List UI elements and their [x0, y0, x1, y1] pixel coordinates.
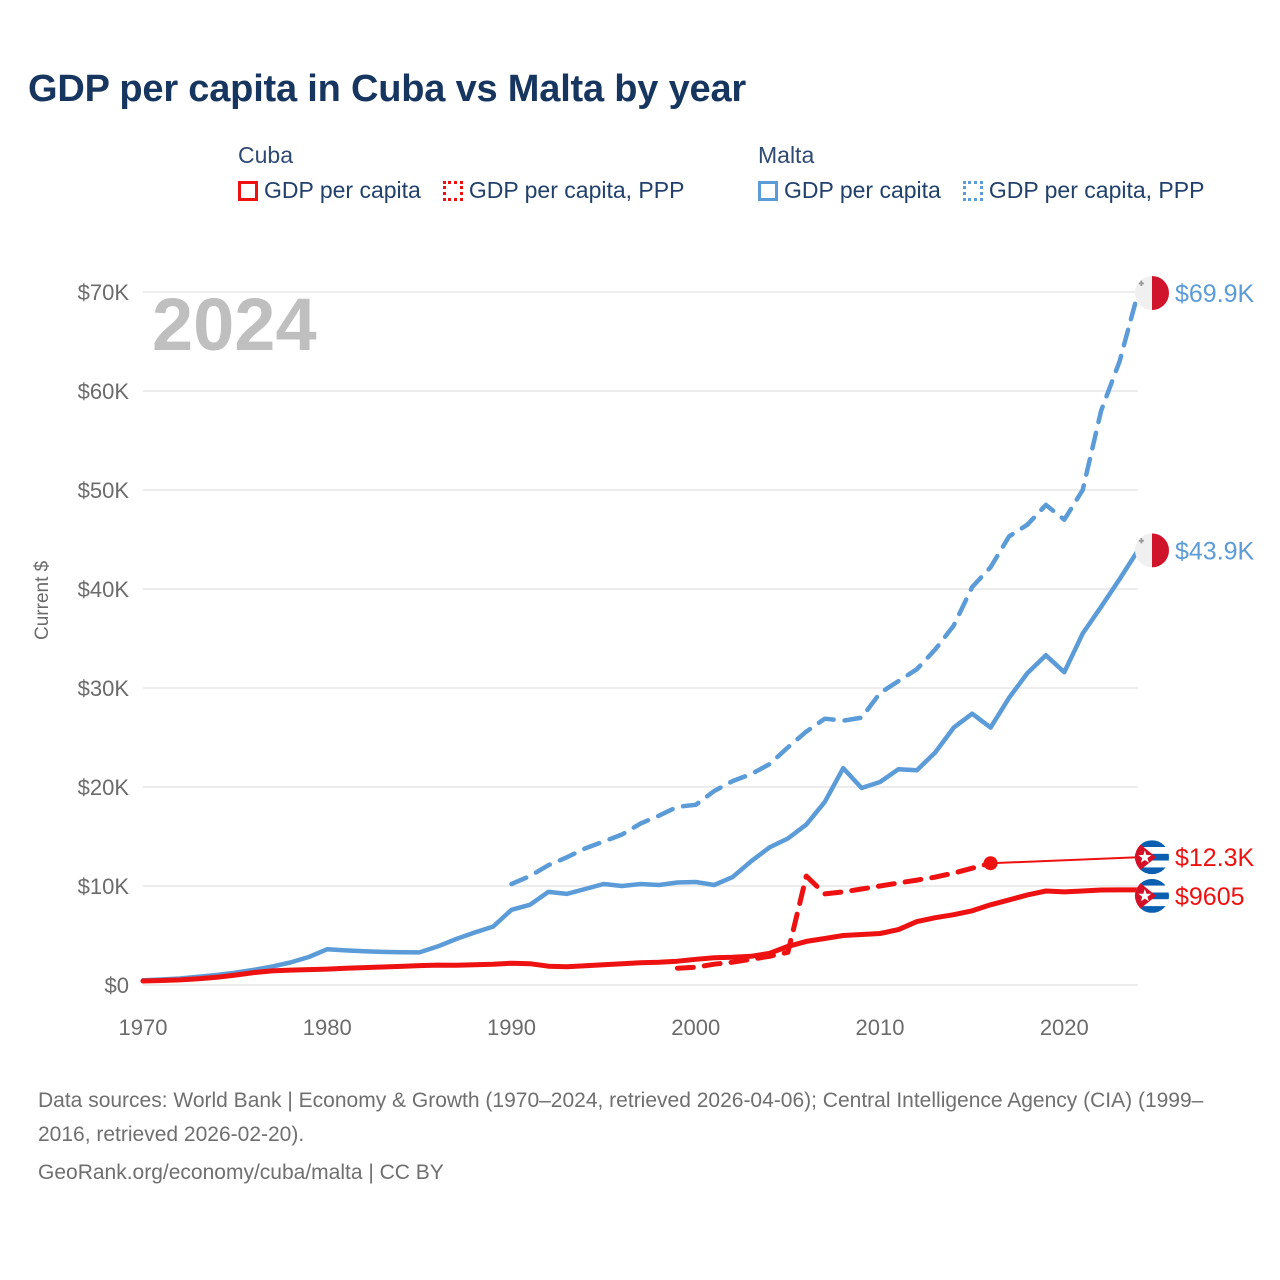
chart-legend: Cuba GDP per capita GDP per capita, PPP … [0, 142, 1280, 222]
x-axis-tick-labels: 1970 1980 1990 2000 2010 2020 [119, 1015, 1089, 1040]
legend-group-title-cuba: Cuba [238, 142, 293, 168]
series-line-cuba-gdp [140, 887, 1141, 984]
legend-label-malta-gdp: GDP per capita [784, 177, 941, 203]
legend-label-cuba-ppp: GDP per capita, PPP [468, 177, 685, 203]
y-axis-tick-labels: $0 $10K $20K $30K $40K $50K $60K $70K [78, 280, 130, 998]
gridlines [143, 291, 1138, 986]
y-tick-label: $0 [105, 973, 129, 998]
legend-swatch-solid-icon [758, 180, 778, 201]
series-line-malta-gdp [140, 548, 1141, 983]
y-tick-label: $30K [78, 676, 130, 701]
y-tick-label: $50K [78, 478, 130, 503]
legend-group-title-malta: Malta [758, 142, 815, 168]
legend-swatch-dotted-icon [962, 180, 983, 201]
legend-group-cuba: Cuba GDP per capita GDP per capita, PPP [238, 142, 684, 204]
y-tick-label: $70K [78, 280, 130, 305]
footer-sources: Data sources: World Bank | Economy & Gro… [38, 1089, 1204, 1146]
legend-group-malta: Malta GDP per capita GDP per capita, PPP [758, 142, 1204, 204]
endpoint-dot-cuba-ppp [983, 856, 998, 871]
page-title: GDP per capita in Cuba vs Malta by year [28, 68, 746, 110]
flag-icon-malta-malta-ppp [1135, 275, 1169, 310]
y-tick-label: $20K [78, 775, 130, 800]
legend-swatch-dotted-icon [442, 180, 463, 201]
end-label-cuba-gdp: $9605 [1175, 883, 1245, 911]
legend-item-cuba-gdp[interactable]: GDP per capita [238, 177, 421, 204]
series-line-cuba-ppp [674, 860, 994, 971]
y-axis-title: Current $ [32, 560, 53, 640]
x-tick-label: 2000 [671, 1015, 720, 1040]
x-tick-label: 1970 [119, 1015, 168, 1040]
y-tick-label: $10K [78, 874, 130, 899]
end-label-malta-gdp: $43.9K [1175, 537, 1255, 565]
legend-item-malta-ppp[interactable]: GDP per capita, PPP [962, 177, 1205, 204]
flag-icon-cuba-cuba-ppp [1135, 840, 1169, 875]
legend-item-cuba-ppp[interactable]: GDP per capita, PPP [442, 177, 685, 204]
flag-icon-malta-malta-gdp [1135, 533, 1169, 568]
legend-label-cuba-gdp: GDP per capita [264, 177, 421, 203]
flag-icon-cuba-cuba-gdp [1135, 878, 1169, 913]
plot-area: 2024 $0 $10K $20K $30K $40K $50K $60K $70K 1970… [32, 275, 1255, 1040]
leader-line-cuba-ppp [990, 856, 1139, 865]
x-tick-label: 2020 [1040, 1015, 1089, 1040]
x-tick-label: 1980 [303, 1015, 352, 1040]
series-line-malta-ppp [509, 290, 1141, 887]
end-markers: $69.9K $43.9K $12.3K $9605 [983, 275, 1255, 913]
footer-credit: GeoRank.org/economy/cuba/malta | CC BY [38, 1161, 444, 1184]
legend-item-malta-gdp[interactable]: GDP per capita [758, 177, 941, 204]
watermark-year: 2024 [152, 283, 317, 366]
end-label-malta-ppp: $69.9K [1175, 280, 1255, 308]
y-tick-label: $60K [78, 379, 130, 404]
end-label-cuba-ppp: $12.3K [1175, 844, 1255, 872]
legend-swatch-solid-icon [238, 180, 258, 201]
x-tick-label: 2010 [856, 1015, 905, 1040]
footer: Data sources: World Bank | Economy & Gro… [38, 1084, 1248, 1190]
x-tick-label: 1990 [487, 1015, 536, 1040]
y-tick-label: $40K [78, 577, 130, 602]
legend-label-malta-ppp: GDP per capita, PPP [988, 177, 1205, 203]
series-lines [140, 290, 1141, 984]
